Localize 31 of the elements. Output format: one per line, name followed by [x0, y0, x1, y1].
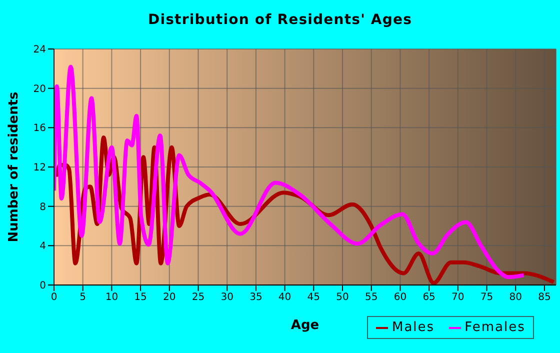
legend-label: Females	[464, 320, 526, 335]
legend-label: Males	[391, 320, 435, 335]
x-tick-label: 50	[336, 292, 349, 304]
y-tick-label: 20	[33, 84, 46, 95]
chart-title: Distribution of Residents' Ages	[146, 12, 414, 28]
x-axis-title: Age	[290, 318, 320, 333]
x-tick-label: 5	[80, 292, 86, 304]
y-tick-label: 16	[33, 123, 46, 134]
x-tick-label: 0	[50, 292, 58, 304]
x-tick-label: 10	[105, 292, 118, 304]
y-tick-label: 0	[40, 280, 46, 292]
x-tick-label: 75	[480, 292, 494, 304]
x-tick-label: 55	[364, 292, 378, 304]
y-axis-title: Number of residents	[6, 92, 22, 242]
x-tick-label: 35	[250, 292, 262, 304]
x-tick-label: 25	[192, 292, 205, 304]
x-tick-label: 85	[538, 292, 551, 304]
y-tick-label: 4	[40, 241, 46, 252]
x-tick-label: 45	[307, 292, 320, 304]
y-tick-label: 8	[40, 202, 46, 213]
line-series	[54, 64, 526, 280]
x-tick-label: 70	[452, 292, 464, 304]
x-tick-label: 15	[134, 292, 147, 304]
x-tick-label: 40	[278, 292, 292, 304]
y-tick-label: 24	[33, 44, 46, 56]
x-tick-label: 30	[220, 292, 234, 304]
x-tick-label: 80	[509, 292, 522, 304]
x-tick-label: 65	[422, 292, 436, 304]
y-tick-label: 12	[33, 162, 46, 174]
x-tick-label: 60	[394, 292, 407, 304]
x-tick-label: 20	[163, 292, 176, 304]
